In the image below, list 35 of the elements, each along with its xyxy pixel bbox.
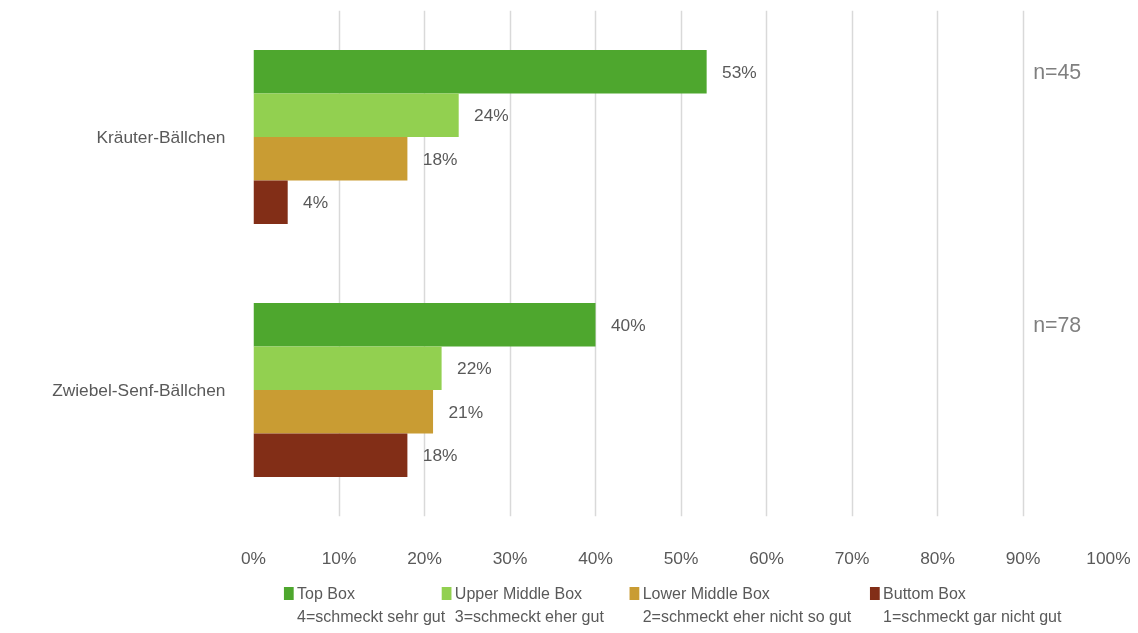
data-label: 24% xyxy=(474,105,509,126)
data-label: 53% xyxy=(722,61,757,82)
y-tick-label: Zwiebel-Senf-Bällchen xyxy=(52,380,226,400)
data-label: 18% xyxy=(422,148,458,169)
y-tick-label: Kräuter-Bällchen xyxy=(96,127,226,147)
bar xyxy=(253,93,459,137)
bar xyxy=(253,346,442,390)
legend-label: Top Box 4=schmeckt sehr gut xyxy=(297,585,446,625)
bar xyxy=(253,49,707,94)
x-tick-label: 30% xyxy=(492,547,528,568)
x-tick-label: 90% xyxy=(1005,547,1041,568)
x-tick-label: 80% xyxy=(920,547,955,568)
data-label: 21% xyxy=(448,401,484,422)
data-label: 40% xyxy=(610,314,646,335)
data-label: 4% xyxy=(303,192,329,213)
x-tick-label: 50% xyxy=(663,547,699,568)
bar xyxy=(253,433,408,478)
annotation: n=78 xyxy=(1033,312,1082,337)
x-tick-label: 0% xyxy=(240,547,267,568)
bar xyxy=(253,302,596,347)
annotation: n=45 xyxy=(1033,59,1082,84)
x-tick-label: 60% xyxy=(749,547,784,568)
x-tick-label: 40% xyxy=(578,547,613,568)
bar xyxy=(253,137,408,181)
x-tick-label: 70% xyxy=(834,547,870,568)
data-label: 22% xyxy=(456,358,492,379)
bar xyxy=(253,390,434,434)
x-tick-label: 100% xyxy=(1086,547,1131,568)
bar xyxy=(253,180,288,225)
legend-label: Upper Middle Box 3=schmeckt eher gut xyxy=(454,585,605,625)
data-label: 18% xyxy=(422,445,458,466)
legend-label: Lower Middle Box 2=schmeckt eher nicht so gut xyxy=(642,585,852,625)
x-tick-label: 20% xyxy=(407,547,442,568)
x-tick-label: 10% xyxy=(321,547,357,568)
legend-label: Buttom Box 1=schmeckt gar nicht gut xyxy=(883,585,1062,625)
